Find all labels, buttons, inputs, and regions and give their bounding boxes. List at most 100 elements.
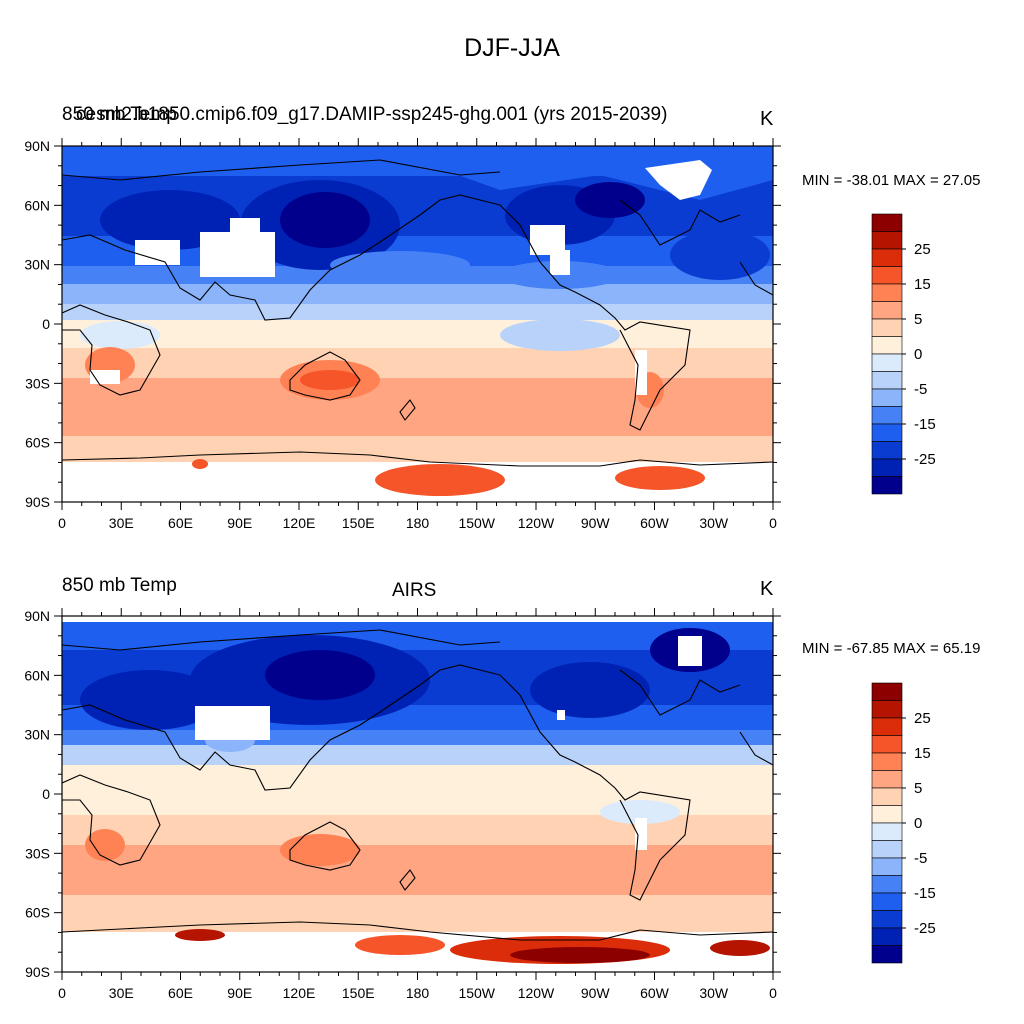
panel1-coastlines (62, 159, 773, 467)
lat-tick-label: 60S (25, 435, 50, 451)
lon-tick-label: 150W (458, 985, 495, 1001)
lon-tick-label: 150W (458, 515, 495, 531)
panel1-map (62, 146, 773, 502)
lon-tick-label: 0 (769, 515, 777, 531)
lat-tick-label: 60N (24, 197, 50, 213)
panel2-center-string: AIRS (392, 580, 437, 601)
colorbar-label: -15 (914, 416, 936, 433)
panel2-left-string: 850 mb Temp (62, 575, 177, 596)
colorbar-box (871, 910, 903, 929)
figure-title: DJF-JJA (464, 34, 560, 62)
lon-tick-label: 150E (342, 515, 375, 531)
panel2-temperature-field (62, 616, 773, 972)
colorbar-box (871, 458, 903, 477)
lat-tick-label: 30S (25, 845, 50, 861)
colorbar-label: -25 (914, 920, 936, 937)
colorbar-label: 15 (914, 276, 931, 293)
lon-tick-label: 120W (518, 985, 555, 1001)
lon-tick-label: 90W (581, 985, 611, 1001)
colorbar-box (871, 441, 903, 460)
lat-tick-label: 90S (25, 964, 50, 980)
lat-tick-label: 0 (42, 316, 50, 332)
lat-tick-label: 60S (25, 905, 50, 921)
lon-tick-label: 120W (518, 515, 555, 531)
colorbar-box (871, 805, 903, 824)
panel1-left-string: 850 mb Temp (62, 104, 177, 125)
lon-tick-label: 90E (227, 985, 252, 1001)
panel2-minmax: MIN = -67.85 MAX = 65.19 (802, 640, 981, 657)
panel1-minmax: MIN = -38.01 MAX = 27.05 (802, 172, 981, 189)
panel2-units: K (760, 578, 774, 600)
lon-tick-label: 60W (640, 515, 670, 531)
colorbar-box (871, 371, 903, 390)
colorbar-label: 25 (914, 710, 931, 727)
lat-tick-label: 90N (24, 608, 50, 624)
lon-tick-label: 90W (581, 515, 611, 531)
colorbar-box (871, 318, 903, 337)
colorbar-box (871, 353, 903, 372)
lon-tick-label: 60E (168, 515, 193, 531)
panel1-temperature-field (62, 146, 773, 502)
lon-tick-label: 180 (406, 515, 430, 531)
lon-tick-label: 180 (406, 985, 430, 1001)
colorbar-box (871, 423, 903, 442)
panel1-units: K (760, 108, 774, 130)
colorbar-label: -5 (914, 381, 927, 398)
lon-tick-label: 90E (227, 515, 252, 531)
lat-tick-label: 30N (24, 727, 50, 743)
colorbar-box (871, 231, 903, 250)
colorbar-label: -25 (914, 451, 936, 468)
lon-tick-label: 60W (640, 985, 670, 1001)
lon-tick-label: 150E (342, 985, 375, 1001)
panel2-map (62, 616, 773, 972)
colorbar-label: -5 (914, 850, 927, 867)
colorbar-box (871, 945, 903, 964)
colorbar-box (871, 735, 903, 754)
lon-tick-label: 120E (283, 515, 316, 531)
lon-tick-label: 30E (109, 985, 134, 1001)
lon-tick-label: 0 (769, 985, 777, 1001)
colorbar-box (871, 700, 903, 719)
colorbar-box (871, 752, 903, 771)
lon-tick-label: 30W (699, 985, 729, 1001)
lon-tick-label: 0 (58, 515, 66, 531)
colorbar-box (871, 266, 903, 285)
colorbar-box (871, 787, 903, 806)
colorbar-box (871, 336, 903, 355)
colorbar-box (871, 717, 903, 736)
panel1-center-string: cesm2.b1850.cmip6.f09_g17.DAMIP-ssp245-g… (76, 104, 668, 125)
colorbar-box (871, 682, 903, 701)
colorbar-label: 0 (914, 346, 922, 363)
lon-tick-label: 30E (109, 515, 134, 531)
lat-tick-label: 0 (42, 786, 50, 802)
colorbar-box (871, 213, 903, 232)
panel2-coastlines (62, 629, 773, 941)
lat-tick-label: 90S (25, 494, 50, 510)
lon-tick-label: 0 (58, 985, 66, 1001)
colorbar-label: -15 (914, 885, 936, 902)
lat-tick-label: 60N (24, 667, 50, 683)
colorbar-box (871, 840, 903, 859)
lon-tick-label: 60E (168, 985, 193, 1001)
colorbar-2: 25 15 5 0 -5 -15 -25 (871, 682, 936, 964)
colorbar-box (871, 248, 903, 267)
colorbar-box (871, 875, 903, 894)
lon-tick-label: 120E (283, 985, 316, 1001)
lat-tick-label: 30N (24, 257, 50, 273)
colorbar-box (871, 927, 903, 946)
colorbar-1: 25 15 5 0 -5 -15 -25 (871, 213, 936, 495)
colorbar-box (871, 476, 903, 495)
colorbar-box (871, 892, 903, 911)
colorbar-label: 25 (914, 241, 931, 258)
colorbar-box (871, 301, 903, 320)
lat-tick-label: 90N (24, 138, 50, 154)
colorbar-box (871, 770, 903, 789)
lat-tick-label: 30S (25, 375, 50, 391)
colorbar-box (871, 857, 903, 876)
colorbar-label: 5 (914, 311, 922, 328)
colorbar-box (871, 406, 903, 425)
colorbar-box (871, 822, 903, 841)
colorbar-label: 5 (914, 780, 922, 797)
lon-tick-label: 30W (699, 515, 729, 531)
